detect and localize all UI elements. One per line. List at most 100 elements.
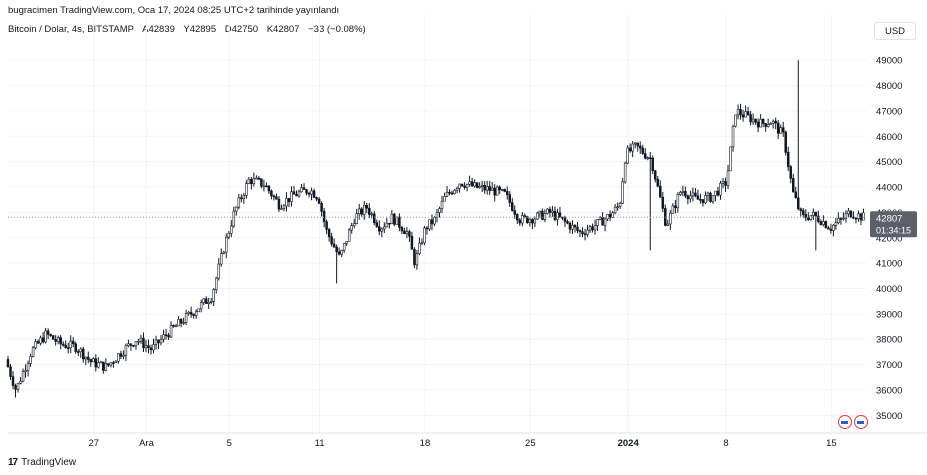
currency-button[interactable]: USD xyxy=(874,22,916,40)
y-tick-label: 36000 xyxy=(876,385,902,396)
candle-body xyxy=(49,334,52,336)
candle-body xyxy=(315,197,318,200)
candle-body xyxy=(61,343,65,346)
candle-body xyxy=(669,212,672,225)
candle-body xyxy=(608,214,612,218)
candle-body xyxy=(586,229,589,235)
candle-body xyxy=(596,219,599,226)
candle-body xyxy=(99,361,103,364)
y-tick-label: 39000 xyxy=(876,309,902,320)
candle-body xyxy=(435,212,439,218)
candle-body xyxy=(197,308,200,313)
candle-body xyxy=(167,334,170,338)
candle-body xyxy=(440,200,444,209)
candle-body xyxy=(791,178,795,193)
candle-body xyxy=(819,221,823,225)
candle-body xyxy=(290,191,293,203)
candle-body xyxy=(292,191,296,195)
last-price-value: 42807 xyxy=(876,213,902,224)
candle-body xyxy=(834,222,838,226)
candle-body xyxy=(380,228,384,232)
candle-body xyxy=(591,226,594,231)
candle-body xyxy=(154,339,158,345)
candle-body xyxy=(219,253,223,265)
candle-body xyxy=(588,226,592,231)
candle-body xyxy=(227,232,231,238)
candle-body xyxy=(41,337,45,343)
y-tick-label: 35000 xyxy=(876,411,902,422)
candle-body xyxy=(162,334,165,340)
candle-body xyxy=(362,205,366,215)
candle-body xyxy=(142,337,145,349)
candle-body xyxy=(531,219,534,224)
candle-body xyxy=(686,195,690,200)
x-tick-label: 18 xyxy=(420,438,431,449)
candle-body xyxy=(556,212,559,220)
candle-body xyxy=(413,248,416,266)
candle-body xyxy=(209,301,213,303)
candle-body xyxy=(706,192,710,196)
candle-body xyxy=(628,147,632,152)
candle-body xyxy=(46,330,50,335)
candle-body xyxy=(789,166,792,179)
candle-body xyxy=(754,118,757,123)
candle-body xyxy=(473,182,476,187)
candle-body xyxy=(420,242,424,245)
candle-body xyxy=(786,152,790,167)
candle-body xyxy=(312,190,316,198)
candle-body xyxy=(102,361,105,371)
candle-body xyxy=(139,337,143,342)
candle-body xyxy=(24,370,27,372)
candle-body xyxy=(202,298,205,303)
candle-body xyxy=(766,124,770,127)
candle-body xyxy=(749,114,752,123)
candle-body xyxy=(270,190,273,197)
candle-body xyxy=(222,251,226,254)
y-tick-label: 38000 xyxy=(876,335,902,346)
candle-body xyxy=(636,142,639,147)
candle-body xyxy=(177,319,180,327)
candle-body xyxy=(784,131,787,153)
candle-body xyxy=(771,120,775,124)
candle-body xyxy=(332,243,336,248)
candle-body xyxy=(398,216,401,228)
candle-body xyxy=(287,198,291,203)
candle-body xyxy=(232,210,236,227)
candle-body xyxy=(558,212,562,218)
candle-body xyxy=(182,322,185,324)
us-flag-icon[interactable] xyxy=(838,415,852,429)
candle-body xyxy=(854,217,858,220)
candle-body xyxy=(265,185,268,188)
y-tick-label: 42000 xyxy=(876,233,902,244)
candle-body xyxy=(849,210,853,218)
candle-body xyxy=(448,191,451,194)
candle-body xyxy=(207,302,210,304)
candle-body xyxy=(832,225,835,231)
candle-body xyxy=(553,210,557,220)
candle-body xyxy=(508,194,512,203)
candle-body xyxy=(857,213,860,219)
candle-body xyxy=(576,226,579,231)
candle-body xyxy=(352,223,356,226)
candle-body xyxy=(751,118,755,123)
x-tick-label: 25 xyxy=(525,438,536,449)
candle-body xyxy=(410,235,414,250)
candle-body xyxy=(761,118,765,124)
candle-body xyxy=(337,251,341,255)
candle-body xyxy=(626,147,629,164)
candle-body xyxy=(503,189,506,192)
candle-body xyxy=(563,217,567,222)
candle-body xyxy=(799,208,803,211)
y-tick-label: 46000 xyxy=(876,132,902,143)
x-tick-label: 8 xyxy=(723,438,728,449)
candle-body xyxy=(79,348,83,353)
us-flag-icon[interactable] xyxy=(854,415,868,429)
candle-body xyxy=(691,192,695,197)
event-flags[interactable] xyxy=(838,415,868,429)
candle-body xyxy=(759,118,762,128)
candle-body xyxy=(388,222,391,225)
candle-body xyxy=(488,186,491,191)
candle-body xyxy=(638,145,642,149)
